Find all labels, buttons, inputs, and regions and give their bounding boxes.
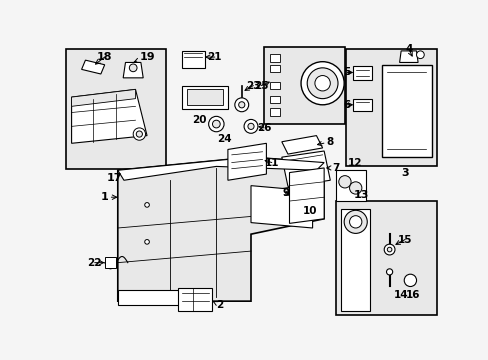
Text: 12: 12 bbox=[347, 158, 362, 168]
Polygon shape bbox=[270, 82, 280, 89]
Polygon shape bbox=[341, 209, 369, 311]
Text: 16: 16 bbox=[405, 289, 419, 300]
Polygon shape bbox=[289, 168, 324, 223]
Circle shape bbox=[416, 51, 424, 59]
Circle shape bbox=[208, 116, 224, 132]
Polygon shape bbox=[71, 89, 147, 143]
Circle shape bbox=[212, 120, 220, 128]
Circle shape bbox=[144, 239, 149, 244]
Circle shape bbox=[386, 247, 391, 252]
Polygon shape bbox=[281, 136, 322, 154]
Text: 4: 4 bbox=[405, 44, 412, 56]
Circle shape bbox=[344, 210, 366, 233]
Polygon shape bbox=[250, 186, 312, 228]
Polygon shape bbox=[270, 54, 280, 62]
Polygon shape bbox=[104, 257, 116, 268]
Text: 6: 6 bbox=[343, 100, 351, 110]
Polygon shape bbox=[123, 62, 143, 78]
Text: 23: 23 bbox=[244, 81, 260, 91]
Polygon shape bbox=[118, 289, 193, 305]
Circle shape bbox=[144, 203, 149, 207]
Text: 24: 24 bbox=[216, 134, 231, 144]
Polygon shape bbox=[182, 86, 227, 109]
Text: 11: 11 bbox=[264, 158, 279, 167]
Circle shape bbox=[247, 123, 254, 130]
Polygon shape bbox=[281, 151, 329, 186]
Text: 10: 10 bbox=[303, 206, 317, 216]
Text: 19: 19 bbox=[134, 52, 155, 63]
Text: 2: 2 bbox=[213, 300, 224, 310]
Polygon shape bbox=[353, 66, 371, 80]
Circle shape bbox=[314, 76, 329, 91]
Text: 21: 21 bbox=[205, 52, 222, 62]
Polygon shape bbox=[270, 95, 280, 103]
Circle shape bbox=[338, 176, 350, 188]
Circle shape bbox=[133, 128, 145, 140]
Text: 26: 26 bbox=[256, 123, 271, 133]
Circle shape bbox=[244, 120, 257, 133]
Text: 25: 25 bbox=[253, 81, 269, 91]
Text: 7: 7 bbox=[326, 163, 339, 173]
Circle shape bbox=[129, 64, 137, 72]
Text: 22: 22 bbox=[87, 258, 103, 267]
Text: 9: 9 bbox=[282, 188, 288, 198]
Polygon shape bbox=[399, 51, 417, 62]
Text: 17: 17 bbox=[107, 172, 122, 183]
Polygon shape bbox=[118, 157, 324, 180]
Polygon shape bbox=[71, 89, 135, 106]
Polygon shape bbox=[270, 108, 280, 116]
Bar bbox=[66, 49, 166, 169]
Circle shape bbox=[301, 62, 344, 105]
Circle shape bbox=[384, 244, 394, 255]
Circle shape bbox=[349, 182, 361, 194]
Polygon shape bbox=[381, 65, 431, 157]
Bar bbox=[264, 47, 344, 124]
Bar bbox=[345, 49, 436, 166]
Text: 18: 18 bbox=[95, 52, 112, 64]
Circle shape bbox=[349, 216, 361, 228]
Polygon shape bbox=[118, 157, 324, 301]
Circle shape bbox=[306, 68, 337, 99]
Polygon shape bbox=[353, 99, 371, 111]
Text: 15: 15 bbox=[395, 235, 411, 244]
Text: 5: 5 bbox=[343, 67, 351, 77]
Bar bbox=[335, 201, 436, 315]
Circle shape bbox=[238, 102, 244, 108]
Circle shape bbox=[234, 98, 248, 112]
Text: 13: 13 bbox=[353, 189, 368, 199]
Text: 8: 8 bbox=[317, 137, 333, 147]
Polygon shape bbox=[270, 65, 280, 72]
Text: 14: 14 bbox=[393, 289, 407, 300]
Polygon shape bbox=[182, 51, 204, 68]
Polygon shape bbox=[227, 143, 266, 180]
Polygon shape bbox=[276, 183, 320, 202]
Text: 3: 3 bbox=[400, 168, 408, 178]
Text: 20: 20 bbox=[192, 115, 206, 125]
Circle shape bbox=[136, 131, 142, 137]
Polygon shape bbox=[335, 170, 366, 201]
Polygon shape bbox=[81, 60, 104, 74]
Text: 1: 1 bbox=[101, 192, 117, 202]
Circle shape bbox=[386, 269, 392, 275]
Circle shape bbox=[404, 274, 416, 287]
Polygon shape bbox=[178, 288, 212, 311]
Polygon shape bbox=[187, 89, 222, 105]
